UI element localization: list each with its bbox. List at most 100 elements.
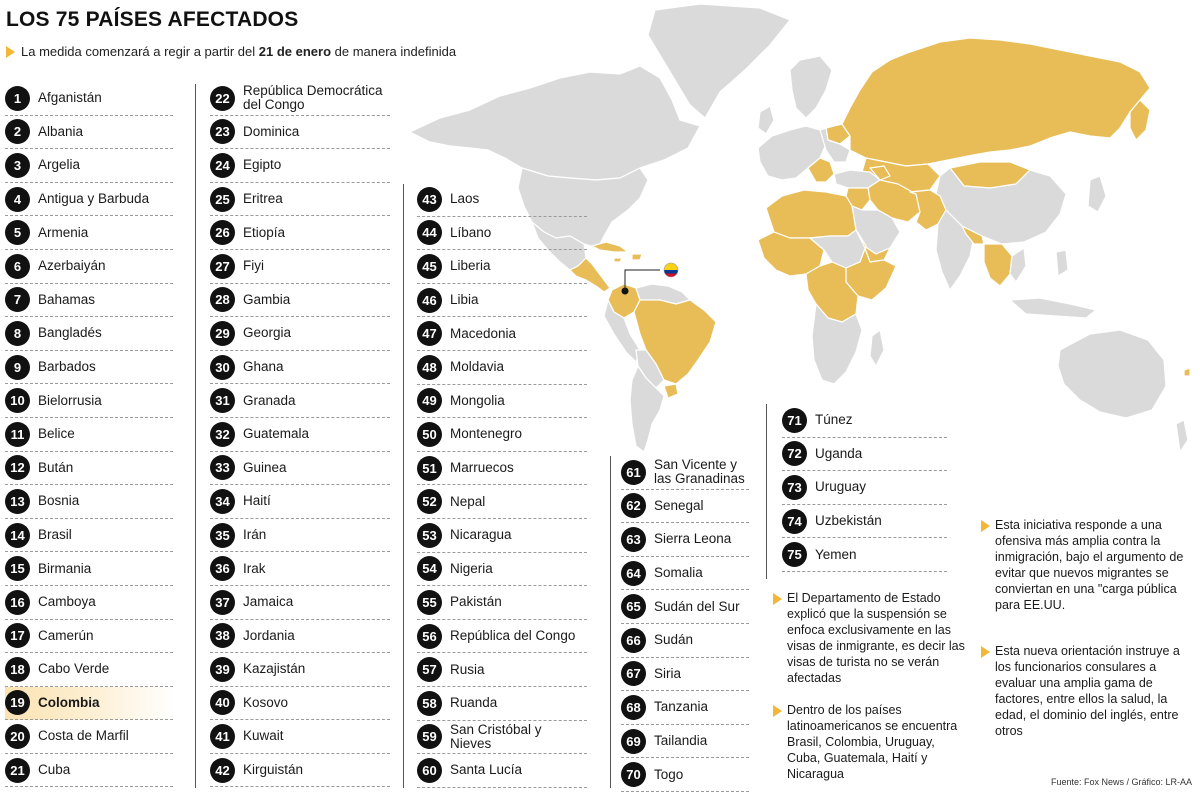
country-list-item: 68 Tanzania xyxy=(621,691,749,725)
country-list-item: 28 Gambia xyxy=(210,284,390,318)
country-name: Pakistán xyxy=(450,594,502,610)
country-name: Liberia xyxy=(450,258,491,274)
country-name: San Cristóbal y Nieves xyxy=(450,721,542,751)
country-list-item: 61 San Vicente y las Granadinas xyxy=(621,456,749,490)
country-number-badge: 1 xyxy=(5,85,30,111)
map-indonesia xyxy=(1009,297,1097,319)
country-name: Irak xyxy=(243,560,266,576)
country-number-badge: 52 xyxy=(417,489,442,515)
column-divider xyxy=(403,184,404,788)
country-number-badge: 15 xyxy=(5,556,30,582)
country-number-badge: 56 xyxy=(417,623,442,649)
country-list-item: 10 Bielorrusia xyxy=(5,384,173,418)
country-number-badge: 11 xyxy=(5,421,30,447)
country-list-item: 25 Eritrea xyxy=(210,183,390,217)
country-list-item: 57 Rusia xyxy=(417,653,587,687)
country-list-item: 45 Liberia xyxy=(417,250,587,284)
country-list-item: 7 Bahamas xyxy=(5,284,173,318)
country-name: Moldavia xyxy=(450,359,505,375)
country-name: Bosnia xyxy=(38,493,80,509)
country-number-badge: 72 xyxy=(782,441,807,467)
country-name: Ghana xyxy=(243,358,284,374)
country-list-item: 27 Fiyi xyxy=(210,250,390,284)
country-name: Fiyi xyxy=(243,258,264,274)
country-list-item: 50 Montenegro xyxy=(417,418,587,452)
map-madagascar xyxy=(869,329,885,367)
map-uruguay xyxy=(663,383,679,399)
country-number-badge: 8 xyxy=(5,320,30,346)
country-number-badge: 22 xyxy=(210,85,235,111)
country-list-item: 58 Ruanda xyxy=(417,687,587,721)
country-number-badge: 10 xyxy=(5,388,30,414)
country-list-item: 11 Belice xyxy=(5,418,173,452)
map-australia xyxy=(1057,329,1167,419)
country-list-item: 9 Barbados xyxy=(5,351,173,385)
map-vietnam xyxy=(1009,247,1027,283)
map-north-africa xyxy=(765,189,857,239)
country-list-column-1: 1 Afganistán 2 Albania 3 Argelia 4 Antigua y Ba… xyxy=(5,82,173,788)
country-number-badge: 26 xyxy=(210,220,235,246)
country-number-badge: 12 xyxy=(5,455,30,481)
map-jamaica xyxy=(613,257,623,263)
country-number-badge: 34 xyxy=(210,488,235,514)
country-number-badge: 54 xyxy=(417,556,442,582)
country-name: Costa de Marfil xyxy=(38,728,129,744)
country-number-badge: 32 xyxy=(210,421,235,447)
country-number-badge: 35 xyxy=(210,522,235,548)
country-list-item: 18 Cabo Verde xyxy=(5,653,173,687)
country-number-badge: 51 xyxy=(417,455,442,481)
map-central-america xyxy=(569,257,611,293)
country-list-item: 41 Kuwait xyxy=(210,720,390,754)
country-list-item: 63 Sierra Leona xyxy=(621,523,749,557)
country-number-badge: 45 xyxy=(417,253,442,279)
country-name: Haití xyxy=(243,493,271,509)
country-list-item: 12 Bután xyxy=(5,452,173,486)
country-name: Túnez xyxy=(815,412,853,428)
country-list-item: 69 Tailandia xyxy=(621,725,749,759)
country-name: Libia xyxy=(450,291,479,307)
country-number-badge: 37 xyxy=(210,589,235,615)
country-name: San Vicente y las Granadinas xyxy=(654,457,745,487)
country-number-badge: 69 xyxy=(621,728,646,754)
colombia-flag-icon xyxy=(663,262,679,278)
country-list-item: 52 Nepal xyxy=(417,485,587,519)
country-name: Jordania xyxy=(243,627,295,643)
country-name: Kuwait xyxy=(243,728,284,744)
country-name: Bielorrusia xyxy=(38,392,102,408)
country-list-column-3: 43 Laos 44 Líbano 45 Liberia 46 Libia 47 Macedoni… xyxy=(417,183,587,788)
country-name: Sudán del Sur xyxy=(654,598,740,614)
country-name: Sudán xyxy=(654,632,694,648)
note-latam-text: Dentro de los países latinoamericanos se… xyxy=(787,703,958,781)
country-list-column-5: 71 Túnez 72 Uganda 73 Uruguay 74 Uzbekistán 75 Ye… xyxy=(782,404,947,572)
country-list-item: 59 San Cristóbal y Nieves xyxy=(417,721,587,755)
bullet-triangle-icon xyxy=(981,646,990,658)
map-central-asia xyxy=(909,189,947,231)
country-name: Nigeria xyxy=(450,560,493,576)
country-list-item: 29 Georgia xyxy=(210,317,390,351)
country-list-item: 37 Jamaica xyxy=(210,586,390,620)
country-name: Camerún xyxy=(38,627,94,643)
country-number-badge: 21 xyxy=(5,757,30,783)
country-name: Bahamas xyxy=(38,291,96,307)
country-number-badge: 65 xyxy=(621,594,646,620)
bullet-triangle-icon xyxy=(6,45,15,58)
note-orientacion-text: Esta nueva orientación instruye a los fu… xyxy=(995,644,1180,738)
subtitle-text-before: La medida comenzará a regir a partir del xyxy=(21,44,256,59)
country-name: República del Congo xyxy=(450,627,576,643)
country-name: Uzbekistán xyxy=(815,512,882,528)
country-name: Armenia xyxy=(38,224,89,240)
country-list-item: 8 Bangladés xyxy=(5,317,173,351)
column-divider xyxy=(766,404,767,579)
country-name: Cuba xyxy=(38,762,71,778)
country-name: Uganda xyxy=(815,445,863,461)
country-number-badge: 74 xyxy=(782,508,807,534)
map-cuba xyxy=(591,241,629,253)
map-se-asia xyxy=(983,243,1013,287)
country-number-badge: 59 xyxy=(417,724,442,750)
subtitle-text-after: de manera indefinida xyxy=(334,44,457,59)
country-list-item: 23 Dominica xyxy=(210,116,390,150)
country-name: Uruguay xyxy=(815,479,867,495)
note-latam: Dentro de los países latinoamericanos se… xyxy=(773,702,967,782)
country-name: Senegal xyxy=(654,497,704,513)
